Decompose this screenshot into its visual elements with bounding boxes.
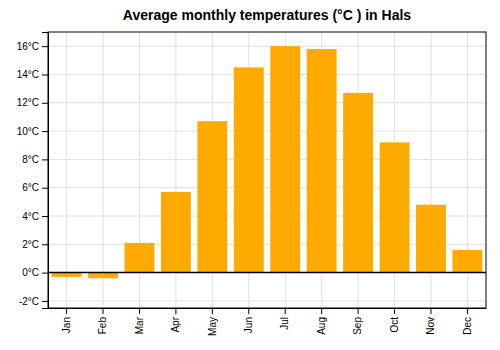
- bar: [343, 93, 373, 273]
- x-tick-label: May: [207, 317, 218, 336]
- y-tick-mark: [42, 74, 48, 75]
- y-tick-label: 14°C: [17, 69, 39, 80]
- bar: [380, 142, 410, 272]
- grid-line-y: [48, 46, 486, 47]
- x-tick: Mar: [134, 308, 145, 334]
- plot-frame: [48, 32, 486, 308]
- x-tick-label: Feb: [97, 317, 108, 335]
- y-tick: 10°C: [17, 126, 48, 137]
- y-tick-label: 4°C: [22, 211, 39, 222]
- y-tick: 2°C: [22, 239, 48, 250]
- grid-line-y: [48, 300, 486, 301]
- y-tick-mark: [42, 46, 48, 47]
- grid: [48, 32, 486, 308]
- y-tick-label: 8°C: [22, 154, 39, 165]
- x-tick-mark: [139, 308, 140, 314]
- bar: [161, 192, 191, 273]
- grid-line-y: [48, 272, 486, 273]
- y-tick-label: 12°C: [17, 97, 39, 108]
- chart-title: Average monthly temperatures (°C ) in Ha…: [123, 7, 411, 23]
- x-tick-label: Mar: [134, 316, 145, 334]
- x-tick-mark: [248, 308, 249, 314]
- x-tick-label: Nov: [425, 317, 436, 335]
- bar: [88, 273, 118, 279]
- y-axis-line: [42, 33, 49, 309]
- bar: [452, 250, 482, 273]
- y-tick-label: 6°C: [22, 182, 39, 193]
- x-tick-label: Sep: [352, 317, 363, 335]
- x-tick-mark: [358, 308, 359, 314]
- grid-line-y: [48, 102, 486, 103]
- x-tick-mark: [175, 308, 176, 314]
- y-tick: 4°C: [22, 211, 48, 222]
- y-tick-mark: [42, 188, 48, 189]
- grid-line-x: [103, 32, 104, 308]
- x-tick: Apr: [170, 308, 181, 333]
- y-tick-label: 10°C: [17, 126, 39, 137]
- bar: [270, 46, 300, 272]
- x-tick-label: Oct: [389, 317, 400, 333]
- x-tick-mark: [212, 308, 213, 314]
- y-tick-mark: [42, 216, 48, 217]
- x-tick-mark: [467, 308, 468, 314]
- x-tick: Feb: [97, 308, 108, 334]
- x-axis: Jan Feb Mar Apr May Jun Jul Aug Sep Oct Nov Dec: [49, 308, 487, 336]
- x-axis-line: [49, 308, 487, 309]
- x-tick-label: Jun: [243, 317, 254, 333]
- x-tick: Dec: [462, 308, 473, 335]
- y-tick: -2°C: [19, 296, 48, 307]
- zero-line: [48, 272, 486, 274]
- x-tick-label: Apr: [170, 316, 181, 332]
- x-tick-label: Jan: [61, 317, 72, 333]
- bars: [52, 46, 483, 278]
- y-tick-label: 0°C: [22, 267, 39, 278]
- bar: [234, 67, 264, 272]
- x-tick: Sep: [352, 308, 363, 335]
- bar: [197, 121, 227, 272]
- x-tick-mark: [394, 308, 395, 314]
- x-tick-mark: [66, 308, 67, 314]
- y-tick: 6°C: [22, 182, 48, 193]
- y-tick: 16°C: [17, 41, 48, 52]
- y-tick-label: 2°C: [22, 239, 39, 250]
- x-tick-mark: [103, 308, 104, 314]
- y-axis: -2°C 0°C 2°C 4°C 6°C 8°C 10°C 12°C 14°C 16°C: [17, 33, 49, 309]
- x-tick: Aug: [316, 308, 327, 335]
- y-tick: 0°C: [22, 267, 48, 278]
- grid-line-y: [48, 131, 486, 132]
- x-tick: May: [207, 308, 218, 336]
- y-tick-mark: [42, 273, 48, 274]
- y-tick: 14°C: [17, 69, 48, 80]
- y-tick: 8°C: [22, 154, 48, 165]
- x-tick: Jun: [243, 308, 254, 333]
- x-tick-label: Aug: [316, 317, 327, 335]
- grid-line-y: [48, 187, 486, 188]
- y-tick-mark: [42, 244, 48, 245]
- y-tick-mark: [42, 131, 48, 132]
- bar: [307, 49, 337, 273]
- grid-line-y: [48, 159, 486, 160]
- x-tick: Oct: [389, 308, 400, 333]
- y-tick-mark: [42, 301, 48, 302]
- x-tick-mark: [321, 308, 322, 314]
- grid-line-y: [48, 74, 486, 75]
- grid-line-x: [66, 32, 67, 308]
- x-tick: Jul: [279, 308, 290, 330]
- x-tick-mark: [430, 308, 431, 314]
- x-tick-mark: [285, 308, 286, 314]
- plot-area: -2°C 0°C 2°C 4°C 6°C 8°C 10°C 12°C 14°C 16°C Jan Fe…: [17, 32, 487, 336]
- chart-container: -2°C 0°C 2°C 4°C 6°C 8°C 10°C 12°C 14°C 16°C Jan Fe…: [0, 0, 500, 350]
- y-tick-mark: [42, 159, 48, 160]
- bar: [125, 243, 155, 273]
- y-tick-mark: [42, 103, 48, 104]
- y-tick-label: -2°C: [19, 296, 39, 307]
- y-tick-label: 16°C: [17, 41, 39, 52]
- x-tick: Jan: [61, 308, 72, 333]
- x-tick-label: Dec: [462, 317, 473, 335]
- bar: [416, 205, 446, 273]
- x-tick-label: Jul: [279, 317, 290, 330]
- x-tick: Nov: [425, 308, 436, 335]
- y-tick: 12°C: [17, 97, 48, 108]
- chart-svg: -2°C 0°C 2°C 4°C 6°C 8°C 10°C 12°C 14°C 16°C Jan Fe…: [0, 0, 500, 350]
